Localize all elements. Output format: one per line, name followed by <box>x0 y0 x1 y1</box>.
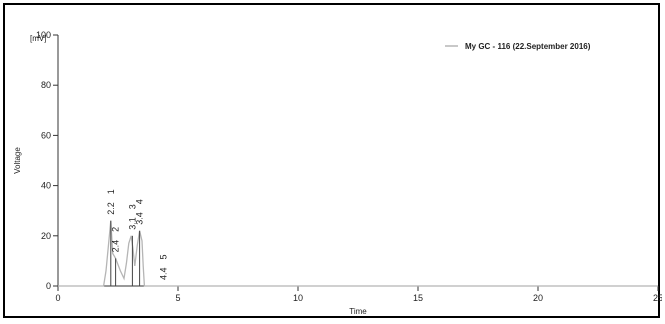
x-tick-label: 15 <box>413 293 423 303</box>
legend: My GC - 116 (22.September 2016) <box>445 42 591 51</box>
y-tick-label: 60 <box>41 130 51 140</box>
x-tick-label: 25 <box>653 293 662 303</box>
peak-id: 5 <box>159 254 169 259</box>
x-tick-label: 0 <box>55 293 60 303</box>
peak-markers-layer: 2.212.42 3.133.444.45 <box>106 189 169 286</box>
peak-id: 3 <box>127 204 137 209</box>
peak-label: 3.13 <box>127 204 137 230</box>
chart-frame: 0 20 40 60 80 100 0 5 10 15 20 25 Time Voltage [mV] 2.… <box>3 3 662 318</box>
series-line <box>58 220 658 287</box>
peak-id: 4 <box>135 199 145 204</box>
x-tick-label: 10 <box>293 293 303 303</box>
x-axis-label: Time <box>349 307 367 316</box>
peak-label: 2.42 <box>111 227 121 253</box>
y-unit-label: [mV] <box>30 34 46 43</box>
peak-id: 2 <box>111 227 121 232</box>
peak-time: 3.1 <box>127 217 137 230</box>
y-tick-label: 100 <box>36 30 51 40</box>
series-layer <box>58 220 658 287</box>
y-tick-label: 20 <box>41 231 51 241</box>
peak-time: 2.4 <box>111 240 121 253</box>
peak-label: 3.44 <box>135 199 145 225</box>
legend-label: My GC - 116 (22.September 2016) <box>465 42 591 51</box>
peak-label: 4.45 <box>159 254 169 280</box>
y-axis-label: Voltage <box>13 147 22 174</box>
y-tick-label: 80 <box>41 80 51 90</box>
y-tick-label: 0 <box>46 281 51 291</box>
peak-id: 1 <box>106 189 116 194</box>
x-tick-label: 20 <box>533 293 543 303</box>
y-tick-label: 40 <box>41 181 51 191</box>
peak-time: 4.4 <box>159 267 169 280</box>
x-tick-label: 5 <box>175 293 180 303</box>
peak-label: 2.21 <box>106 189 116 215</box>
peak-time: 2.2 <box>106 202 116 215</box>
peak-time: 3.4 <box>135 212 145 225</box>
